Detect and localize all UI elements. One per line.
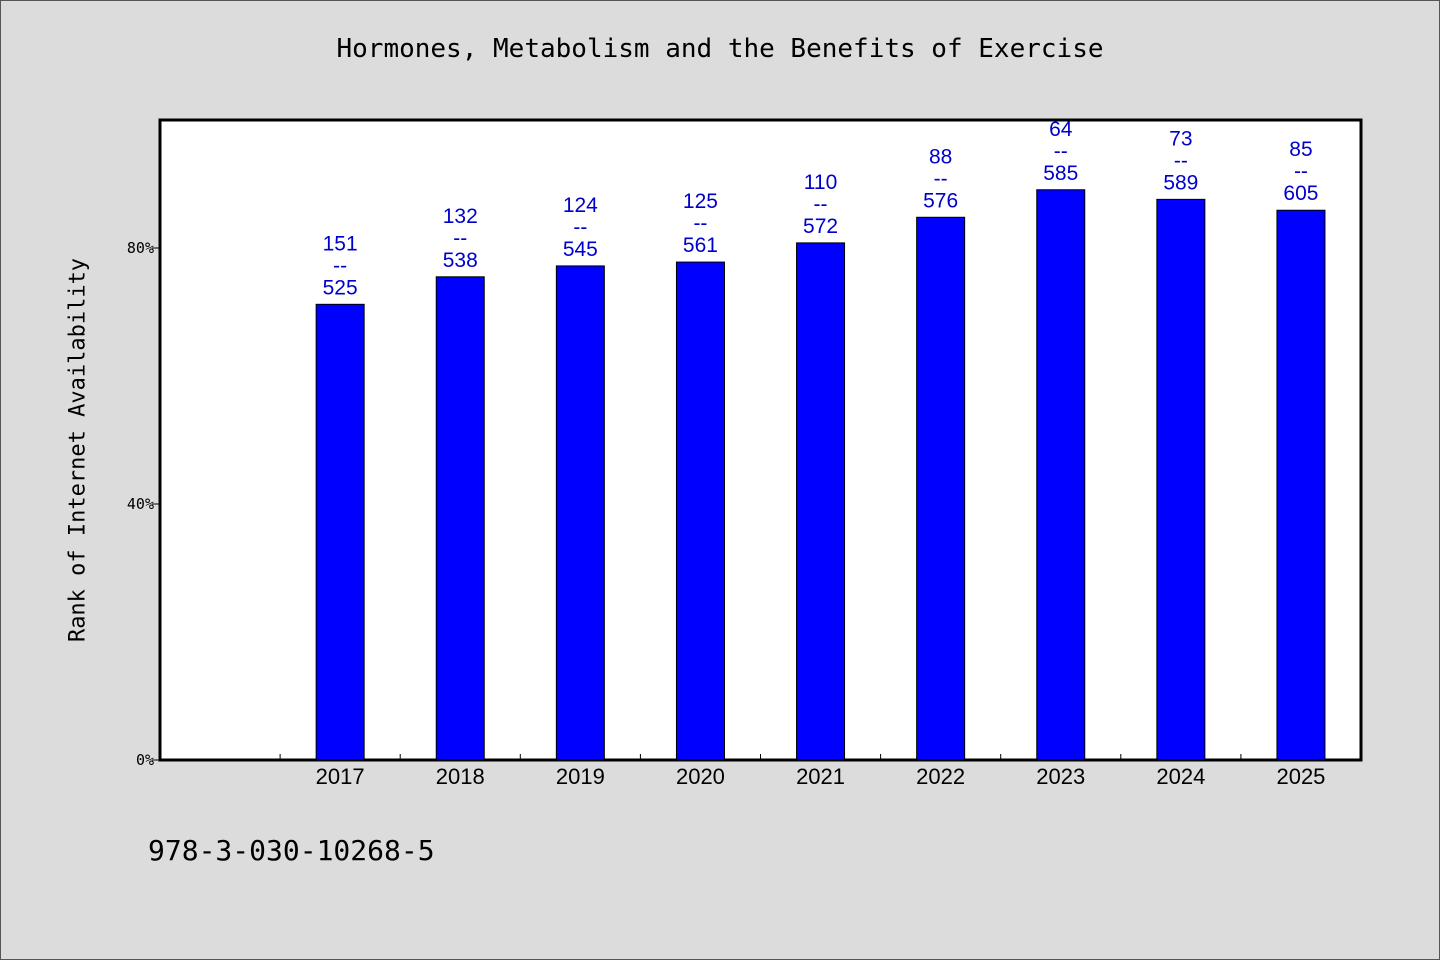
x-tick-label: 2019 [556, 764, 605, 789]
bar [675, 261, 725, 761]
data-label: -- [814, 193, 828, 216]
isbn-text: 978-3-030-10268-5 [148, 834, 435, 867]
x-axis-ticks: 2017 2018 2019 2020 2021 2022 2023 2024 2025 [279, 754, 1325, 789]
bar [555, 265, 605, 761]
data-label: 125 [683, 190, 718, 213]
x-tick-label: 2017 [316, 764, 365, 789]
x-tick-label: 2020 [676, 764, 725, 789]
y-tick-label: 40% [127, 495, 154, 513]
data-label: 110 [804, 171, 837, 194]
x-tick-label: 2024 [1156, 764, 1205, 789]
data-label: 561 [683, 234, 718, 257]
data-label: 525 [323, 276, 358, 299]
x-tick-label: 2025 [1276, 764, 1325, 789]
data-label: -- [934, 167, 948, 190]
data-label: -- [573, 216, 587, 239]
data-label: 64 [1049, 118, 1073, 141]
data-label: -- [1054, 140, 1068, 163]
data-label: 88 [929, 145, 952, 168]
bar [315, 303, 365, 761]
data-label: 572 [803, 215, 838, 238]
y-axis-ticks: 0% 40% 80% [127, 239, 160, 769]
x-tick-label: 2021 [796, 764, 845, 789]
data-label: 589 [1163, 171, 1198, 194]
bar [916, 216, 966, 761]
y-tick-label: 80% [127, 239, 154, 257]
bar [1156, 198, 1206, 761]
x-tick-label: 2018 [436, 764, 485, 789]
data-label: 151 [323, 232, 358, 255]
data-label: 545 [563, 238, 598, 261]
bar [796, 242, 846, 761]
data-labels: 151--525132--538124--545125--561110--572… [323, 118, 1319, 300]
data-label: 124 [563, 194, 598, 217]
chart-title: Hormones, Metabolism and the Benefits of… [336, 34, 1104, 64]
data-label: 585 [1043, 162, 1078, 185]
data-label: -- [333, 254, 347, 277]
data-label: -- [693, 212, 707, 235]
data-label: 73 [1169, 127, 1192, 150]
data-label: 85 [1289, 138, 1312, 161]
bars [315, 189, 1326, 761]
data-label: 605 [1283, 182, 1318, 205]
bar [435, 276, 485, 761]
data-label: 576 [923, 189, 958, 212]
data-label: 538 [443, 249, 478, 272]
data-label: -- [1174, 149, 1188, 172]
bar [1036, 189, 1086, 761]
bar [1276, 209, 1326, 761]
x-tick-label: 2023 [1036, 764, 1085, 789]
y-tick-label: 0% [136, 751, 154, 769]
data-label: -- [1294, 160, 1308, 183]
data-label: -- [453, 227, 467, 250]
data-label: 132 [443, 205, 478, 228]
x-tick-label: 2022 [916, 764, 965, 789]
